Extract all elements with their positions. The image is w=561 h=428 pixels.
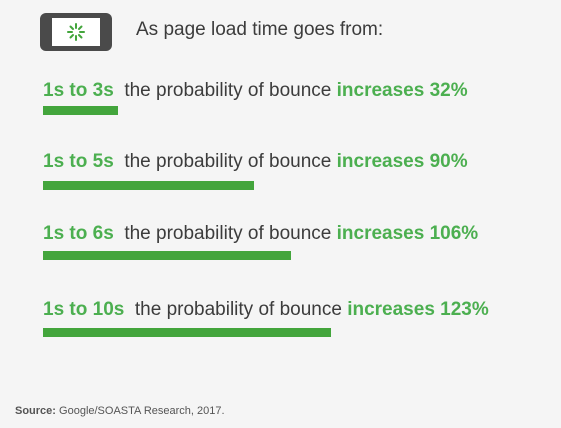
bounce-bar [43,251,291,260]
bounce-row: 1s to 5s the probability of bounce incre… [43,151,468,173]
increase-label: increases 123% [347,299,489,320]
loading-spinner-icon [67,23,85,41]
source-note: Source: Google/SOASTA Research, 2017. [15,405,225,417]
bounce-text: the probability of bounce [124,299,348,320]
range-label: 1s to 6s [43,223,114,244]
increase-label: increases 90% [336,151,468,172]
bounce-text: the probability of bounce [113,80,337,101]
bounce-bar [43,106,118,115]
bounce-bar [43,181,254,190]
increase-label: increases 106% [336,223,479,244]
bounce-text: the probability of bounce [113,151,337,172]
bounce-row: 1s to 10s the probability of bounce incr… [43,299,489,321]
range-label: 1s to 10s [43,299,125,320]
range-label: 1s to 5s [43,151,114,172]
intro-text: As page load time goes from: [136,19,384,40]
bounce-row: 1s to 3s the probability of bounce incre… [43,80,468,102]
phone-icon [40,13,112,51]
source-label: Source: [15,405,56,417]
bounce-row: 1s to 6s the probability of bounce incre… [43,223,478,245]
increase-label: increases 32% [336,80,468,101]
bounce-bar [43,328,331,337]
range-label: 1s to 3s [43,80,114,101]
bounce-text: the probability of bounce [113,223,337,244]
source-text: Google/SOASTA Research, 2017. [59,405,225,417]
